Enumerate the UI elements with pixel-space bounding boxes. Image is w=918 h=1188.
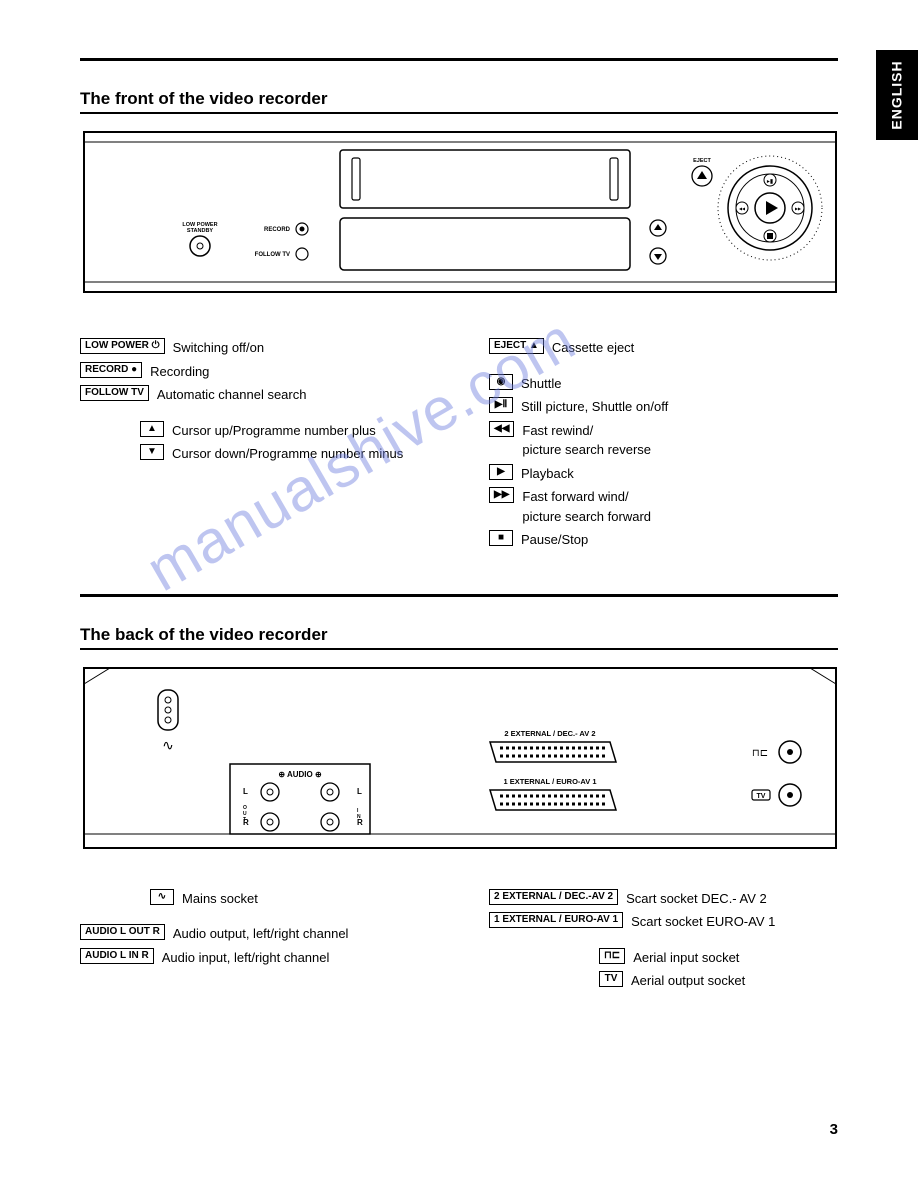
lbl-record: RECORD ● [80, 362, 142, 378]
lbl-scart1: 1 EXTERNAL / EURO-AV 1 [489, 912, 623, 928]
front-legend-right: EJECT ▲ Cassette eject ◉ Shuttle ▶Ⅱ Still p… [489, 338, 838, 554]
lbl-low-power: LOW POWER ⏻ [80, 338, 165, 354]
desc-eject: Cassette eject [552, 338, 838, 358]
back-legend-left: ∿ Mains socket AUDIO L OUT R Audio output,… [80, 889, 429, 995]
lbl-scart2: 2 EXTERNAL / DEC.-AV 2 [489, 889, 618, 905]
desc-ff: Fast forward wind/ picture search forwar… [522, 487, 838, 526]
svg-text:N: N [357, 814, 361, 820]
lbl-still: ▶Ⅱ [489, 397, 513, 413]
lbl-eject: EJECT ▲ [489, 338, 544, 354]
svg-text:◂◂: ◂◂ [739, 207, 745, 213]
desc-record: Recording [150, 362, 429, 382]
desc-aerial-out: Aerial output socket [631, 971, 838, 991]
svg-text:FOLLOW TV: FOLLOW TV [255, 252, 290, 258]
desc-audio-in: Audio input, left/right channel [162, 948, 429, 968]
svg-text:1 EXTERNAL / EURO-AV 1: 1 EXTERNAL / EURO-AV 1 [503, 777, 596, 786]
lbl-aerial-in: ⊓⊏ [599, 948, 625, 964]
svg-text:TV: TV [757, 793, 766, 800]
page-number: 3 [830, 1121, 838, 1138]
lbl-rew: ◀◀ [489, 421, 514, 437]
lbl-audio-out: AUDIO L OUT R [80, 924, 165, 940]
desc-up: Cursor up/Programme number plus [172, 421, 429, 441]
desc-low-power: Switching off/on [173, 338, 429, 358]
lbl-play: ▶ [489, 464, 513, 480]
desc-scart1: Scart socket EURO-AV 1 [631, 912, 838, 932]
language-label: ENGLISH [889, 60, 905, 129]
section2-title: The back of the video recorder [80, 625, 838, 650]
front-legend: LOW POWER ⏻ Switching off/on RECORD ● Reco… [80, 338, 838, 554]
desc-followtv: Automatic channel search [157, 385, 429, 405]
lbl-down: ▼ [140, 444, 164, 460]
top-rule [80, 58, 838, 61]
back-diagram: ∿ ⊕ AUDIO ⊕ L L R R O U T I N 2 EXTERNAL… [80, 664, 840, 859]
desc-play: Playback [521, 464, 838, 484]
desc-down: Cursor down/Programme number minus [172, 444, 429, 464]
svg-text:T: T [243, 817, 246, 823]
svg-text:▸▮: ▸▮ [767, 179, 773, 185]
desc-rew: Fast rewind/ picture search reverse [522, 421, 838, 460]
desc-stop: Pause/Stop [521, 530, 838, 550]
svg-text:▸▸: ▸▸ [795, 207, 801, 213]
svg-text:L: L [243, 787, 248, 796]
svg-text:⊓⊏: ⊓⊏ [752, 748, 768, 759]
desc-audio-out: Audio output, left/right channel [173, 924, 429, 944]
svg-text:RECORD: RECORD [264, 227, 291, 233]
mid-rule [80, 594, 838, 597]
desc-aerial-in: Aerial input socket [633, 948, 838, 968]
front-diagram: LOW POWER STANDBY RECORD FOLLOW TV EJECT… [80, 128, 840, 308]
lbl-stop: ■ [489, 530, 513, 546]
language-tab: ENGLISH [876, 50, 918, 140]
lbl-mains: ∿ [150, 889, 174, 905]
lbl-up: ▲ [140, 421, 164, 437]
svg-text:EJECT: EJECT [693, 158, 711, 164]
desc-still: Still picture, Shuttle on/off [521, 397, 838, 417]
svg-text:∿: ∿ [162, 737, 174, 753]
lbl-audio-in: AUDIO L IN R [80, 948, 154, 964]
svg-text:⊕ AUDIO ⊕: ⊕ AUDIO ⊕ [278, 770, 322, 779]
desc-scart2: Scart socket DEC.- AV 2 [626, 889, 838, 909]
lbl-followtv: FOLLOW TV [80, 385, 149, 401]
svg-text:2 EXTERNAL / DEC.- AV 2: 2 EXTERNAL / DEC.- AV 2 [504, 729, 595, 738]
back-legend-right: 2 EXTERNAL / DEC.-AV 2 Scart socket DEC.-… [489, 889, 838, 995]
svg-text:STANDBY: STANDBY [187, 228, 214, 234]
section1-title: The front of the video recorder [80, 89, 838, 114]
lbl-aerial-out: TV [599, 971, 623, 987]
svg-text:L: L [357, 787, 362, 796]
lbl-shuttle: ◉ [489, 374, 513, 390]
back-legend: ∿ Mains socket AUDIO L OUT R Audio output,… [80, 889, 838, 995]
lbl-ff: ▶▶ [489, 487, 514, 503]
front-legend-left: LOW POWER ⏻ Switching off/on RECORD ● Reco… [80, 338, 429, 554]
desc-shuttle: Shuttle [521, 374, 838, 394]
desc-mains: Mains socket [182, 889, 429, 909]
